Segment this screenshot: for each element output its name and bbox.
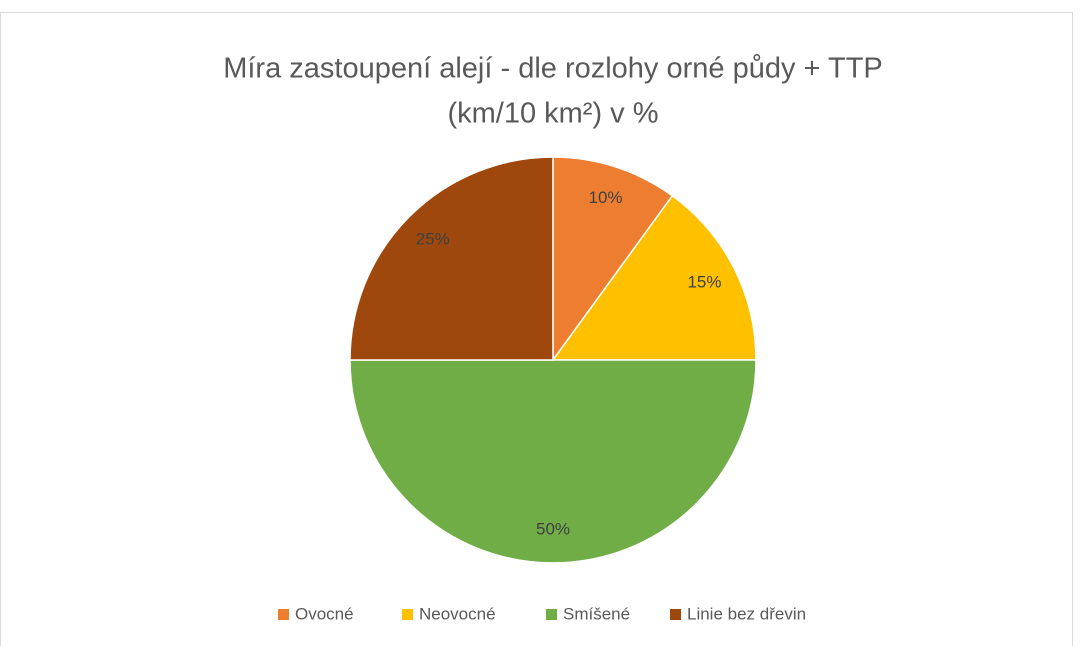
data-label: 50% bbox=[536, 519, 570, 538]
legend-swatch bbox=[546, 609, 557, 620]
pie-slice bbox=[551, 194, 757, 361]
pie-slice bbox=[349, 156, 554, 361]
legend-swatch bbox=[278, 609, 289, 620]
data-label: 10% bbox=[589, 188, 623, 207]
legend-swatch bbox=[402, 609, 413, 620]
chart-title: (km/10 km²) v % bbox=[447, 98, 658, 130]
data-label: 25% bbox=[416, 229, 450, 248]
pie-slice bbox=[349, 359, 757, 564]
legend-label: Neovocné bbox=[419, 604, 496, 623]
legend-label: Ovocné bbox=[295, 604, 354, 623]
data-label: 15% bbox=[687, 272, 721, 291]
pie-slice bbox=[552, 156, 674, 363]
legend-label: Smíšené bbox=[563, 604, 630, 623]
legend-label: Linie bez dřevin bbox=[687, 604, 806, 623]
legend-swatch bbox=[670, 609, 681, 620]
chart-title: Míra zastoupení alejí - dle rozlohy orné… bbox=[223, 53, 883, 85]
